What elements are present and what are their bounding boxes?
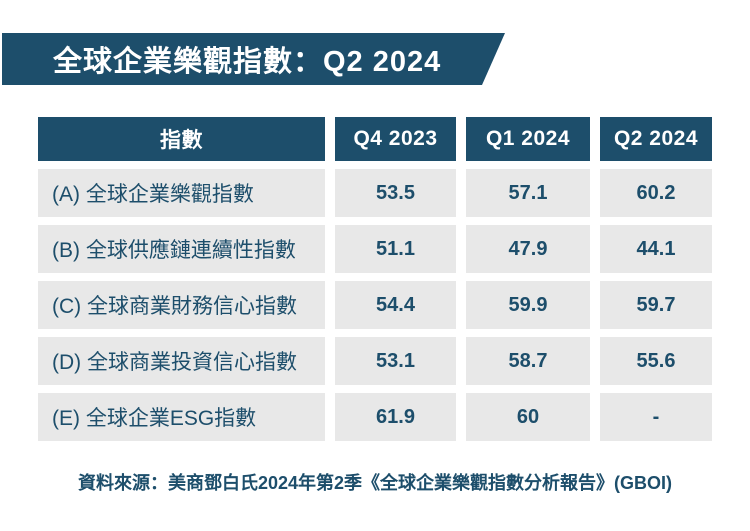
source-note: 資料來源：美商鄧白氏2024年第2季《全球企業樂觀指數分析報告》(GBOI) (77, 473, 673, 493)
cell-e-q4-2023: 61.9 (335, 393, 456, 441)
cell-d-q2-2024: 55.6 (600, 337, 712, 385)
cell-b-q1-2024: 47.9 (466, 225, 590, 273)
column-header-q4-2023: Q4 2023 (335, 117, 456, 161)
title-banner: 全球企業樂觀指數：Q2 2024 (2, 33, 505, 85)
cell-a-q2-2024: 60.2 (600, 169, 712, 217)
cell-d-q1-2024: 58.7 (466, 337, 590, 385)
cell-e-q1-2024: 60 (466, 393, 590, 441)
cell-e-q2-2024: - (600, 393, 712, 441)
column-header-q2-2024: Q2 2024 (600, 117, 712, 161)
column-header-q1-2024: Q1 2024 (466, 117, 590, 161)
row-label-c: (C) 全球商業財務信心指數 (38, 281, 325, 329)
row-label-b: (B) 全球供應鏈連續性指數 (38, 225, 325, 273)
cell-c-q4-2023: 54.4 (335, 281, 456, 329)
cell-b-q2-2024: 44.1 (600, 225, 712, 273)
column-header-index: 指數 (38, 117, 325, 161)
row-label-e: (E) 全球企業ESG指數 (38, 393, 325, 441)
page-title: 全球企業樂觀指數：Q2 2024 (53, 46, 442, 78)
cell-a-q1-2024: 57.1 (466, 169, 590, 217)
cell-b-q4-2023: 51.1 (335, 225, 456, 273)
cell-c-q2-2024: 59.7 (600, 281, 712, 329)
row-label-a: (A) 全球企業樂觀指數 (38, 169, 325, 217)
cell-a-q4-2023: 53.5 (335, 169, 456, 217)
cell-d-q4-2023: 53.1 (335, 337, 456, 385)
row-label-d: (D) 全球商業投資信心指數 (38, 337, 325, 385)
cell-c-q1-2024: 59.9 (466, 281, 590, 329)
index-table: 指數 Q4 2023 Q1 2024 Q2 2024 (A) 全球企業樂觀指數 … (38, 117, 712, 441)
